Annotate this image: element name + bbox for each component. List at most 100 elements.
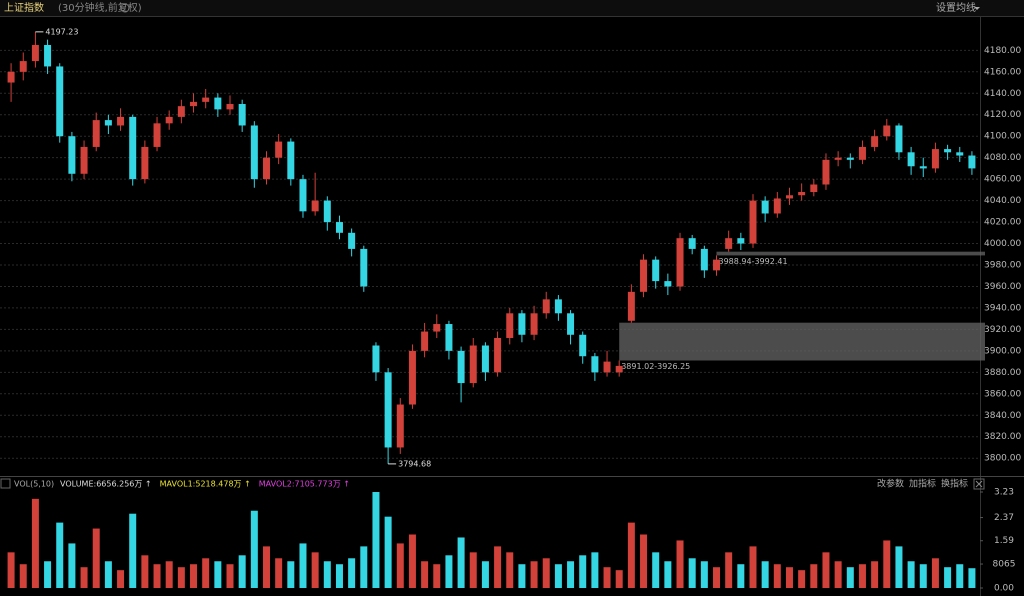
candle-body (360, 248, 368, 287)
volume-bar (700, 561, 708, 588)
candle-body (44, 44, 52, 67)
help-button[interactable] (0, 478, 11, 489)
indicator-button[interactable]: 加指标 (909, 478, 936, 490)
candle-body (457, 350, 465, 384)
y-tick-label: 3960.00 (984, 282, 1021, 292)
ma-button[interactable]: 设置均线 (936, 1, 976, 14)
candle-body (567, 313, 575, 335)
candle-body (275, 141, 283, 158)
candle-body (481, 345, 489, 373)
volume-bar (652, 552, 660, 588)
volume-bar (445, 555, 453, 588)
volume-bar (627, 522, 635, 588)
volume-bar (153, 564, 161, 588)
candle-body (652, 259, 660, 282)
y-tick-label: 3880.00 (984, 368, 1021, 378)
candle-body (494, 337, 502, 373)
y-tick-label: 8065 (993, 560, 1016, 570)
y-tick-label: 4140.00 (984, 89, 1021, 99)
y-tick-label: 4060.00 (984, 175, 1021, 185)
candle-body (858, 146, 866, 160)
candle-body (676, 238, 684, 287)
candle-body (871, 136, 879, 147)
y-tick-label: 4080.00 (984, 153, 1021, 163)
volume-bar (202, 558, 210, 588)
volume-bar (494, 546, 502, 588)
y-tick-label: 0.00 (994, 584, 1014, 594)
volume-bar (372, 492, 380, 588)
y-tick-label: 3920.00 (984, 325, 1021, 335)
candle-body (214, 97, 222, 110)
candle-body (506, 313, 514, 338)
candle-body (372, 345, 380, 373)
gap-zone (716, 251, 985, 256)
volume-bar (798, 570, 806, 588)
close-icon[interactable] (975, 480, 983, 488)
indicator-button[interactable]: 改参数 (877, 478, 904, 490)
y-tick-label: 1.59 (994, 536, 1014, 546)
candle-body (664, 281, 672, 287)
candle-body (19, 61, 27, 72)
candle-body (834, 157, 842, 160)
volume-bar (56, 522, 64, 588)
candle-body (554, 299, 562, 314)
volume-bar (567, 561, 575, 588)
volume-bar (737, 564, 745, 588)
volume-bar (408, 534, 416, 588)
volume-bar (323, 561, 331, 588)
volume-bar (348, 558, 356, 588)
volume-bar (19, 564, 27, 588)
volume-bar (44, 561, 52, 588)
volume-bar (688, 558, 696, 588)
volume-bar (579, 555, 587, 588)
candle-body (579, 334, 587, 357)
candle-body (822, 159, 830, 185)
candle-body (749, 200, 757, 244)
candle-body (919, 166, 927, 169)
candle-body (810, 184, 818, 193)
indicator-value: MAVOL2:7105.773万 ↑ (259, 480, 350, 489)
candle-body (190, 101, 198, 107)
candle-body (141, 146, 149, 180)
dropdown-arrow[interactable] (974, 7, 980, 10)
volume-bar (725, 552, 733, 588)
volume-bar (299, 543, 307, 588)
candle-body (226, 104, 234, 110)
title: 上证指数 (4, 1, 44, 14)
volume-bar (68, 543, 76, 588)
settings-icon[interactable] (120, 3, 130, 13)
candle-body (713, 259, 721, 271)
volume-bar (287, 561, 295, 588)
candle-body (761, 200, 769, 214)
candle-body (7, 71, 15, 83)
indicator-value: VOLUME:6656.256万 ↑ (60, 480, 152, 489)
candle-body (408, 350, 416, 405)
volume-bar (615, 570, 623, 588)
volume-bar (275, 558, 283, 588)
candle-body (56, 66, 64, 137)
indicator-button[interactable]: 换指标 (941, 478, 968, 490)
candle-body (591, 356, 599, 373)
volume-bar (117, 570, 125, 588)
candle-body (129, 116, 137, 180)
gap-label: 3988.94-3992.41 (719, 257, 788, 266)
indicator-value: MAVOL1:5218.478万 ↑ (160, 480, 251, 489)
volume-bar (165, 561, 173, 588)
y-tick-label: 4040.00 (984, 196, 1021, 206)
candle-body (177, 106, 185, 117)
y-tick-label: 3.23 (994, 488, 1014, 498)
volume-bar (7, 552, 15, 588)
volume-bar (92, 528, 100, 588)
gap-label: 3891.02-3926.25 (621, 362, 690, 371)
y-tick-label: 4100.00 (984, 132, 1021, 142)
volume-bar (944, 567, 952, 588)
candle-body (396, 404, 404, 448)
volume-bar (129, 513, 137, 588)
volume-bar (664, 561, 672, 588)
candle-body (773, 198, 781, 214)
candle-body (895, 125, 903, 153)
close-button[interactable] (973, 478, 985, 490)
volume-bar (250, 510, 258, 588)
candle-body (883, 125, 891, 137)
volume-bar (542, 558, 550, 588)
